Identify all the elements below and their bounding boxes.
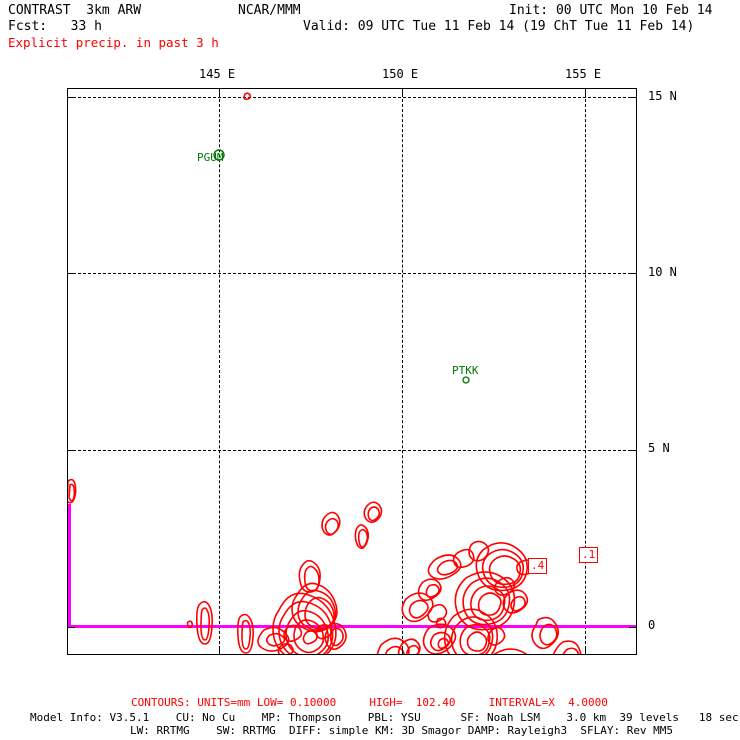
tick-top-155e	[585, 89, 586, 96]
y-tick-label-0: 0	[648, 618, 656, 632]
station-label-ptkk: PTKK	[452, 364, 479, 377]
y-tick-label-10n: 10 N	[648, 265, 677, 279]
x-tick-label-150e: 150 E	[382, 67, 419, 81]
tick-left-5n	[68, 450, 75, 451]
footer-contour-info: CONTOURS: UNITS=mm LOW= 0.10000 HIGH= 10…	[131, 696, 608, 709]
gridline-lat-10n	[68, 273, 636, 274]
tick-bottom-155e	[585, 647, 586, 654]
domain-boundary-south	[68, 625, 636, 628]
tick-top-150e	[402, 89, 403, 96]
tick-bottom-150e	[402, 647, 403, 654]
y-tick-label-5n: 5 N	[648, 441, 670, 455]
header-init-time: Init: 00 UTC Mon 10 Feb 14	[509, 3, 713, 18]
precipitation-contours	[68, 92, 582, 654]
header-field-title: Explicit precip. in past 3 h	[8, 35, 219, 50]
map-plot-area: PGUM PTKK .4 .1	[68, 89, 636, 654]
station-marker-ptkk-icon	[462, 376, 470, 384]
contour-label-point-1: .1	[579, 547, 599, 563]
tick-right-15n	[629, 97, 636, 98]
y-tick-label-15n: 15 N	[648, 89, 677, 103]
tick-left-0	[68, 627, 75, 628]
header-forecast-hour: Fcst: 33 h	[8, 19, 102, 34]
gridline-lat-15n	[68, 97, 636, 98]
gridline-lat-5n	[68, 450, 636, 451]
tick-left-15n	[68, 97, 75, 98]
tick-left-10n	[68, 273, 75, 274]
footer-model-info-line2: LW: RRTMG SW: RRTMG DIFF: simple KM: 3D …	[130, 724, 674, 737]
header-center-label: NCAR/MMM	[238, 3, 301, 18]
domain-boundary-west	[68, 504, 71, 628]
station-marker-pgum-icon	[213, 149, 225, 161]
header-valid-time: Valid: 09 UTC Tue 11 Feb 14 (19 ChT Tue …	[303, 19, 695, 34]
x-tick-label-145e: 145 E	[199, 67, 236, 81]
map-plot-frame: PGUM PTKK .4 .1	[67, 88, 637, 655]
tick-top-145e	[219, 89, 220, 96]
station-label-pgum: PGUM	[197, 151, 224, 164]
contour-label-point-4: .4	[528, 558, 548, 574]
tick-bottom-145e	[219, 647, 220, 654]
header-model-title: CONTRAST 3km ARW	[8, 3, 142, 18]
tick-right-5n	[629, 450, 636, 451]
gridline-lon-155e	[585, 89, 586, 654]
tick-right-10n	[629, 273, 636, 274]
tick-right-0	[629, 627, 636, 628]
gridline-lon-150e	[402, 89, 403, 654]
gridline-lon-145e	[219, 89, 220, 654]
footer-model-info-line1: Model Info: V3.5.1 CU: No Cu MP: Thompso…	[30, 711, 739, 724]
x-tick-label-155e: 155 E	[565, 67, 602, 81]
